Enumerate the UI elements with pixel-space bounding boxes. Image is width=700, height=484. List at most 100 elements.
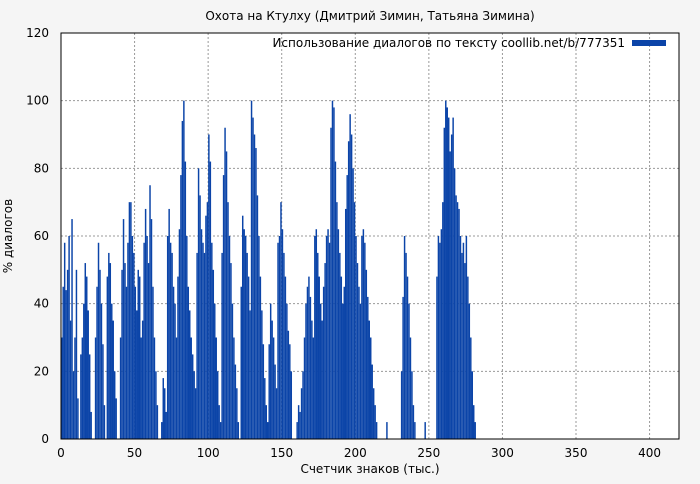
bar <box>137 269 139 439</box>
bar <box>199 195 201 439</box>
bar <box>258 236 260 439</box>
bar <box>72 371 75 439</box>
bar <box>318 276 320 439</box>
bar <box>208 134 210 439</box>
bar <box>97 242 100 439</box>
bar <box>112 320 114 439</box>
bar <box>250 100 253 440</box>
bar <box>368 320 370 439</box>
bar <box>202 242 204 439</box>
bar <box>324 263 326 439</box>
bar <box>253 134 256 439</box>
bar <box>80 354 82 439</box>
axis-ticks: 0 20 40 60 80 100 120 0 50 100 150 200 250 300 350 400 <box>26 26 661 460</box>
bar <box>284 276 287 439</box>
bar <box>63 242 66 439</box>
bar <box>261 310 263 439</box>
bar <box>174 303 176 439</box>
bar <box>280 202 282 439</box>
bar <box>450 134 453 439</box>
bar <box>240 286 242 439</box>
bar <box>262 344 265 439</box>
bar <box>264 378 266 439</box>
bar <box>424 422 426 439</box>
bar <box>322 286 325 439</box>
bar <box>209 161 212 440</box>
bar <box>86 276 88 439</box>
bar <box>365 269 368 439</box>
bar <box>277 242 279 439</box>
bar <box>436 276 438 439</box>
bar <box>297 405 300 439</box>
bar <box>408 303 410 439</box>
bar <box>196 252 198 439</box>
bar <box>200 229 203 439</box>
bar <box>150 219 153 439</box>
x-tick-label: 200 <box>344 446 367 460</box>
bar <box>271 320 273 439</box>
bar <box>353 202 356 439</box>
bar <box>367 296 369 439</box>
bar <box>81 337 84 439</box>
bar <box>136 310 138 439</box>
bar <box>187 286 190 439</box>
bar <box>306 286 309 439</box>
bar <box>314 236 316 439</box>
x-tick-label: 0 <box>57 446 65 460</box>
bar <box>247 276 250 439</box>
bar <box>252 117 254 439</box>
bar <box>94 337 97 439</box>
bar <box>362 229 365 439</box>
bar <box>286 303 288 439</box>
chart-title: Охота на Ктулху (Дмитрий Зимин, Татьяна … <box>205 9 534 23</box>
bar <box>197 168 200 440</box>
bar <box>230 263 232 439</box>
bar <box>221 252 223 439</box>
bar <box>180 175 182 439</box>
bar <box>468 303 471 439</box>
bar <box>225 151 228 439</box>
bar <box>443 127 446 439</box>
bar <box>456 202 459 439</box>
bar <box>109 263 112 439</box>
bar <box>65 290 67 439</box>
bar <box>464 263 466 439</box>
bar <box>224 127 226 439</box>
bar <box>374 405 376 439</box>
bar <box>234 364 237 439</box>
bar <box>236 388 238 439</box>
bar <box>328 242 331 439</box>
bar <box>127 242 129 439</box>
bar <box>205 215 207 439</box>
bar <box>400 371 403 439</box>
bar <box>290 371 293 439</box>
bar <box>62 286 64 439</box>
bar <box>325 236 328 439</box>
bar <box>303 337 306 439</box>
bar <box>237 422 240 439</box>
bar <box>134 286 137 439</box>
bar <box>233 337 235 439</box>
x-tick-label: 350 <box>565 446 588 460</box>
bar <box>83 303 85 439</box>
bar <box>364 242 366 439</box>
bar <box>455 195 457 439</box>
bar <box>321 320 323 439</box>
bar <box>121 269 123 439</box>
bar <box>155 371 157 439</box>
y-tick-label: 20 <box>34 364 49 378</box>
bar <box>339 252 341 439</box>
bar <box>87 310 89 439</box>
bar <box>275 388 278 439</box>
bar <box>296 422 298 439</box>
bar <box>287 330 290 439</box>
bar <box>467 276 469 439</box>
bar <box>406 276 409 439</box>
bar <box>349 114 351 439</box>
bar <box>309 296 312 439</box>
bar <box>130 202 132 439</box>
bar <box>241 215 244 439</box>
bar <box>106 276 109 439</box>
